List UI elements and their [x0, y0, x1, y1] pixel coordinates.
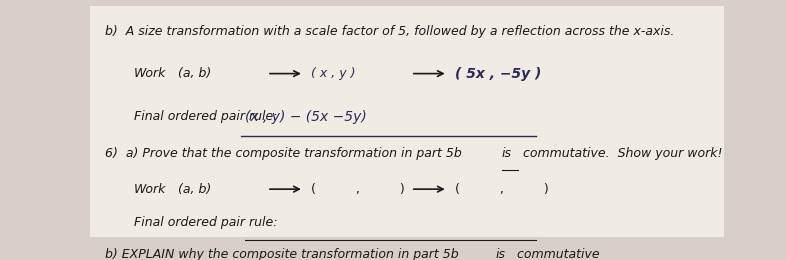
- Text: (a, b): (a, b): [178, 67, 211, 80]
- Text: Final ordered pair rule:: Final ordered pair rule:: [134, 216, 277, 229]
- Text: Work: Work: [134, 183, 167, 196]
- Text: (x , y) − (5x −5y): (x , y) − (5x −5y): [244, 110, 366, 124]
- Text: (a, b): (a, b): [178, 183, 211, 196]
- Text: b) EXPLAIN why the composite transformation in part 5b: b) EXPLAIN why the composite transformat…: [105, 248, 462, 260]
- Text: (          ,          ): ( , ): [455, 183, 549, 196]
- Text: 6)  a) Prove that the composite transformation in part 5b: 6) a) Prove that the composite transform…: [105, 147, 465, 160]
- Text: Final ordered pair rule:: Final ordered pair rule:: [134, 110, 277, 124]
- Text: ( x , y ): ( x , y ): [311, 67, 356, 80]
- Text: ( 5x , −5y ): ( 5x , −5y ): [455, 67, 542, 81]
- Text: (          ,          ): ( , ): [311, 183, 405, 196]
- Text: Work: Work: [134, 67, 167, 80]
- Text: is: is: [496, 248, 505, 260]
- FancyBboxPatch shape: [90, 6, 725, 237]
- Text: b)  A size transformation with a scale factor of 5, followed by a reflection acr: b) A size transformation with a scale fa…: [105, 25, 674, 38]
- Text: commutative.  Show your work!: commutative. Show your work!: [520, 147, 723, 160]
- Text: commutative: commutative: [513, 248, 600, 260]
- Text: is: is: [501, 147, 512, 160]
